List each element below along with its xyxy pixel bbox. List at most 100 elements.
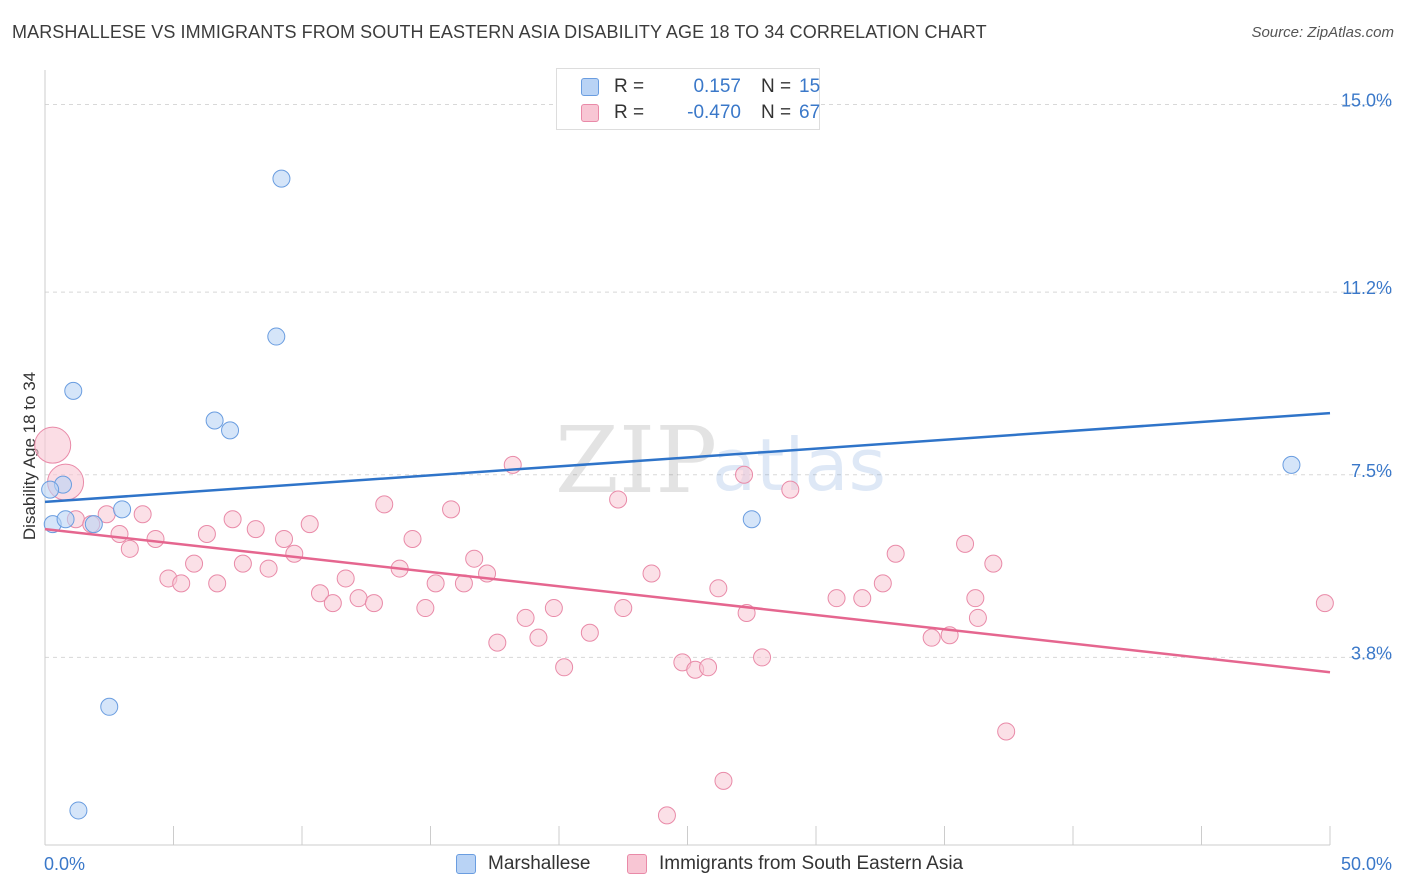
data-point-immigrants [544,599,563,618]
data-point-immigrants [966,589,985,608]
x-tick-label: 50.0% [1341,854,1392,874]
data-point-immigrants [609,490,628,509]
data-point-immigrants [120,539,139,558]
data-point-immigrants [259,559,278,578]
data-point-marshallese [1282,455,1301,474]
data-point-immigrants [956,534,975,553]
data-point-immigrants [922,628,941,647]
data-point-immigrants [714,771,733,790]
trend-lines [44,411,1331,674]
chart-title: MARSHALLESE VS IMMIGRANTS FROM SOUTH EAS… [12,22,987,42]
data-point-immigrants [529,628,548,647]
y-tick-label: 3.8% [1351,643,1392,663]
data-point-immigrants [781,480,800,499]
legend-swatch-blue [456,854,476,874]
grid-lines [45,104,1392,658]
data-point-immigrants [110,525,129,544]
y-tick-label: 11.2% [1342,278,1392,298]
data-point-marshallese [742,510,761,529]
data-point-immigrants [984,554,1003,573]
data-point-marshallese [64,381,83,400]
data-point-immigrants [614,599,633,618]
data-point-marshallese [56,510,75,529]
data-point-immigrants [555,658,574,677]
data-point-immigrants [442,500,461,519]
data-point-immigrants [1315,594,1334,613]
data-point-marshallese [113,500,132,519]
data-point-immigrants [827,589,846,608]
data-point-marshallese [100,697,119,716]
data-point-immigrants [886,544,905,563]
data-point-immigrants [873,574,892,593]
data-point-marshallese [84,515,103,534]
data-point-immigrants [172,574,191,593]
data-point-immigrants [997,722,1016,741]
legend-swatch-pink [581,104,599,122]
data-point-immigrants [968,608,987,627]
n-label: N = [761,102,792,123]
legend-swatch-blue [581,78,599,96]
data-point-immigrants [364,594,383,613]
n-value: 15 [799,76,821,97]
data-point-marshallese [221,421,240,440]
data-point-immigrants [488,633,507,652]
tick-labels: 3.8% 7.5% 11.2% 15.0% 0.0% 50.0% [44,91,1392,874]
data-point-immigrants [208,574,227,593]
data-point-marshallese [272,169,291,188]
data-point-immigrants [753,648,772,667]
y-tick-label: 7.5% [1351,461,1392,481]
data-point-immigrants [246,520,265,539]
data-point-immigrants [233,554,252,573]
data-point-immigrants [735,465,754,484]
data-point-immigrants [516,608,535,627]
n-label: N = [761,76,792,97]
watermark: ZIP atlas [555,407,886,514]
data-point-immigrants [349,589,368,608]
source-credit: Source: ZipAtlas.com [1251,24,1394,41]
r-label: R = [614,102,645,123]
data-point-immigrants [580,623,599,642]
data-point-immigrants [709,579,728,598]
data-point-immigrants [34,426,72,464]
data-point-immigrants [310,584,329,603]
data-point-immigrants [416,599,435,618]
data-point-immigrants [403,529,422,548]
legend-label-immigrants: Immigrants from South Eastern Asia [659,853,964,874]
y-tick-label: 15.0% [1341,91,1392,111]
x-tick-label: 0.0% [44,854,85,874]
data-point-immigrants [853,589,872,608]
n-value: 67 [799,102,821,123]
data-point-immigrants [197,525,216,544]
data-point-immigrants [699,658,718,677]
legend-label-marshallese: Marshallese [488,853,591,874]
data-point-immigrants [426,574,445,593]
trend-line-immigrants [44,527,1331,674]
data-point-immigrants [133,505,152,524]
data-point-marshallese [69,801,88,820]
series-marshallese-points [41,169,1301,820]
data-point-marshallese [205,411,224,430]
data-point-immigrants [465,549,484,568]
data-point-immigrants [275,529,294,548]
data-point-immigrants [285,544,304,563]
watermark-atlas: atlas [712,423,886,507]
data-point-immigrants [657,806,676,825]
correlation-legend: R = 0.157 N = 15 R = -0.470 N = 67 [556,68,820,130]
data-point-immigrants [323,594,342,613]
data-point-marshallese [267,327,286,346]
data-point-immigrants [375,495,394,514]
r-value: 0.157 [693,76,741,97]
data-point-immigrants [146,529,165,548]
r-value: -0.470 [687,102,741,123]
legend-swatch-pink [627,854,647,874]
r-label: R = [614,76,645,97]
data-point-immigrants [642,564,661,583]
data-point-immigrants [336,569,355,588]
data-point-immigrants [185,554,204,573]
data-point-immigrants [223,510,242,529]
series-immigrants-points [34,426,1334,825]
data-point-marshallese [41,480,60,499]
trend-line-marshallese [44,411,1331,504]
data-point-immigrants [300,515,319,534]
